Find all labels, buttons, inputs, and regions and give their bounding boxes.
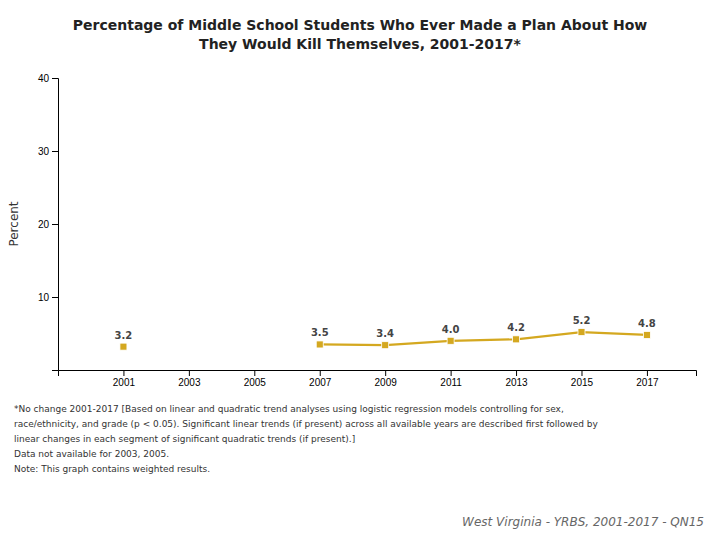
x-tick-label: 2017 xyxy=(636,377,659,388)
data-label: 3.5 xyxy=(311,327,329,338)
title: Percentage of Middle School Students Who… xyxy=(73,17,648,33)
x-tick: 2017 xyxy=(636,370,659,388)
x-tick-label: 2011 xyxy=(440,377,462,388)
y-tick-mark xyxy=(52,151,58,152)
x-tick: 2015 xyxy=(571,370,594,388)
y-tick-label: 30 xyxy=(38,146,50,157)
y-tick: 20 xyxy=(38,219,58,230)
x-tick-mark xyxy=(581,370,582,376)
point xyxy=(316,341,323,348)
data-label: 4.8 xyxy=(638,318,656,329)
x-tick: 2005 xyxy=(244,370,267,388)
x-tick-mark xyxy=(123,370,124,376)
x-tick: 2001 xyxy=(113,370,136,388)
y-tick-mark xyxy=(52,297,58,298)
x-tick-mark xyxy=(647,370,648,376)
data-label: 5.2 xyxy=(573,315,591,326)
x-tick-mark xyxy=(451,370,452,376)
point xyxy=(447,337,454,344)
footnote: *No change 2001-2017 [Based on linear an… xyxy=(14,404,564,414)
y-axis-title: Percent xyxy=(7,201,21,246)
x-tick-mark xyxy=(320,370,321,376)
x-tick: 2011 xyxy=(440,370,462,388)
x-tick-label: 2001 xyxy=(113,377,136,388)
x-tick-mark xyxy=(385,370,386,376)
point xyxy=(382,342,389,349)
x-tick: 2007 xyxy=(309,370,332,388)
y-axis: 10 20 30 40 xyxy=(38,73,59,371)
y-tick: 10 xyxy=(38,292,58,303)
chart: Percentage of Middle School Students Who… xyxy=(0,0,720,540)
footnote: race/ethnicity, and grade (p < 0.05). Si… xyxy=(14,419,599,429)
y-tick: 30 xyxy=(38,146,58,157)
x-tick-mark xyxy=(516,370,517,376)
y-tick-label: 10 xyxy=(38,292,50,303)
x-axis-line xyxy=(59,371,697,377)
y-tick-mark xyxy=(52,224,58,225)
x-axis: 2001 2003 2005 2007 2009 2011 2013 2015 2017 xyxy=(59,370,697,388)
point xyxy=(578,329,585,336)
data-labels: 3.2 3.5 3.4 4.0 4.2 5.2 4.8 xyxy=(115,315,656,341)
point xyxy=(643,331,650,338)
x-tick-label: 2013 xyxy=(505,377,528,388)
y-tick-label: 40 xyxy=(38,73,50,84)
x-tick-label: 2005 xyxy=(244,377,267,388)
data-label: 4.2 xyxy=(507,322,525,333)
y-axis-line xyxy=(52,79,59,371)
data-label: 3.2 xyxy=(115,330,133,341)
x-tick-label: 2015 xyxy=(571,377,594,388)
title: They Would Kill Themselves, 2001-2017* xyxy=(199,36,521,52)
x-tick: 2003 xyxy=(178,370,201,388)
y-tick xyxy=(52,370,58,371)
x-tick-label: 2003 xyxy=(178,377,201,388)
y-tick: 40 xyxy=(38,73,58,84)
x-tick: 2013 xyxy=(505,370,528,388)
point xyxy=(513,336,520,343)
y-tick-mark xyxy=(52,78,58,79)
data-label: 3.4 xyxy=(376,328,394,339)
x-tick: 2009 xyxy=(375,370,398,388)
footnote: Note: This graph contains weighted resul… xyxy=(14,464,210,474)
x-tick-mark xyxy=(189,370,190,376)
point xyxy=(120,343,127,350)
y-tick-label: 20 xyxy=(38,219,50,230)
x-tick-mark xyxy=(254,370,255,376)
source: West Virginia - YRBS, 2001-2017 - QN15 xyxy=(462,515,704,529)
x-tick-label: 2007 xyxy=(309,377,332,388)
marks xyxy=(120,329,650,351)
x-tick-label: 2009 xyxy=(375,377,398,388)
footnote: Data not available for 2003, 2005. xyxy=(14,449,169,459)
y-tick-mark xyxy=(52,370,58,371)
footnote: linear changes in each segment of signif… xyxy=(14,434,355,444)
data-label: 4.0 xyxy=(442,324,460,335)
plot: 2001 2003 2005 2007 2009 2011 2013 2015 2017 10 20… xyxy=(38,73,697,388)
